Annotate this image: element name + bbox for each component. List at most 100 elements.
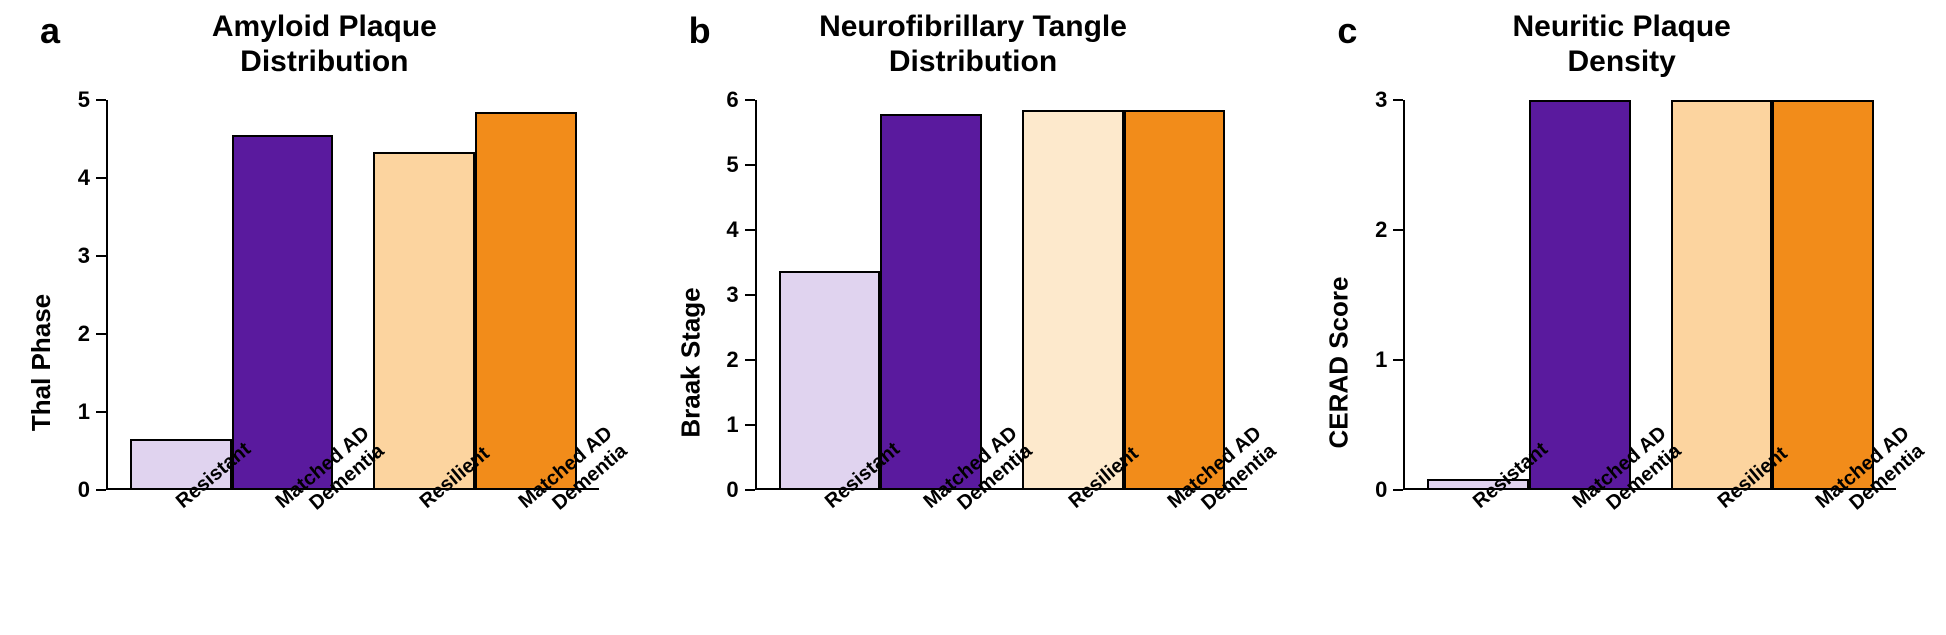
panel-header: c Neuritic Plaque Density <box>1317 10 1926 100</box>
y-axis-label: Thal Phase <box>27 294 58 431</box>
chart-row: CERAD Score0123ResistantMatched AD Demen… <box>1317 100 1926 625</box>
panel-c: cNeuritic Plaque DensityCERAD Score0123R… <box>1317 10 1926 625</box>
y-tick-label: 2 <box>726 347 744 373</box>
x-label-group: ResistantMatched AD Dementia <box>130 490 333 625</box>
y-tick: 2 <box>713 347 755 373</box>
y-tick-label: 2 <box>78 321 96 347</box>
y-tick-label: 2 <box>1375 217 1393 243</box>
x-label-slot: Matched AD Dementia <box>232 490 334 625</box>
group-gap <box>1631 490 1671 625</box>
x-label-slot: Resistant <box>130 490 232 625</box>
plot-column: 0123456ResistantMatched AD DementiaResil… <box>713 100 1278 625</box>
figure-container: aAmyloid Plaque DistributionThal Phase01… <box>0 0 1946 635</box>
y-tick-label: 1 <box>726 412 744 438</box>
y-tick: 6 <box>713 87 755 113</box>
y-tick: 5 <box>64 87 106 113</box>
y-tick: 3 <box>1361 87 1403 113</box>
y-tick-mark <box>96 177 106 179</box>
x-labels-row: ResistantMatched AD DementiaResilientMat… <box>1361 490 1896 625</box>
plot-area: 0123456 <box>713 100 1248 490</box>
x-label-slot: Resistant <box>1427 490 1529 625</box>
bar-group <box>130 100 333 488</box>
panel-letter: b <box>689 10 711 52</box>
y-tick-mark <box>745 164 755 166</box>
x-label-slot: Matched AD Dementia <box>1124 490 1226 625</box>
x-label-group: ResistantMatched AD Dementia <box>779 490 982 625</box>
y-tick-mark <box>1393 99 1403 101</box>
y-axis-label: Braak Stage <box>675 287 706 437</box>
panel-a: aAmyloid Plaque DistributionThal Phase01… <box>20 10 629 625</box>
bar <box>1022 110 1124 488</box>
panel-title: Neuritic Plaque Density <box>1512 10 1730 79</box>
x-label-slot: Matched AD Dementia <box>1772 490 1874 625</box>
x-label-slot: Resilient <box>1022 490 1124 625</box>
y-tick: 1 <box>713 412 755 438</box>
bar-group <box>779 100 982 488</box>
plot-area: 012345 <box>64 100 599 490</box>
x-labels-row: ResistantMatched AD DementiaResilientMat… <box>64 490 599 625</box>
y-tick-label: 6 <box>726 87 744 113</box>
group-gap <box>982 490 1022 625</box>
y-tick-label: 1 <box>78 399 96 425</box>
y-tick-label: 4 <box>78 165 96 191</box>
x-label-group: ResilientMatched AD Dementia <box>373 490 576 625</box>
y-tick-mark <box>96 99 106 101</box>
panel-title: Amyloid Plaque Distribution <box>212 10 437 79</box>
ylabel-column: CERAD Score <box>1317 100 1361 625</box>
chart-row: Thal Phase012345ResistantMatched AD Deme… <box>20 100 629 625</box>
panel-letter: a <box>40 10 60 52</box>
y-tick: 4 <box>64 165 106 191</box>
y-tick-label: 1 <box>1375 347 1393 373</box>
plot-column: 0123ResistantMatched AD DementiaResilien… <box>1361 100 1926 625</box>
bar <box>1124 110 1226 488</box>
x-label-group: ResilientMatched AD Dementia <box>1671 490 1874 625</box>
bar-group <box>1022 100 1225 488</box>
y-tick: 1 <box>1361 347 1403 373</box>
x-label-group: ResistantMatched AD Dementia <box>1427 490 1630 625</box>
y-tick-mark <box>745 229 755 231</box>
y-tick: 3 <box>713 282 755 308</box>
y-tick-mark <box>745 294 755 296</box>
panel-title: Neurofibrillary Tangle Distribution <box>819 10 1127 79</box>
bar-group <box>373 100 576 488</box>
ylabel-column: Braak Stage <box>669 100 713 625</box>
x-labels-row: ResistantMatched AD DementiaResilientMat… <box>713 490 1248 625</box>
y-tick: 5 <box>713 152 755 178</box>
panel-header: b Neurofibrillary Tangle Distribution <box>669 10 1278 100</box>
bar <box>1671 100 1773 488</box>
y-tick-label: 5 <box>78 87 96 113</box>
bar <box>1529 100 1631 488</box>
panel-header: a Amyloid Plaque Distribution <box>20 10 629 100</box>
y-tick-label: 3 <box>726 282 744 308</box>
y-tick-mark <box>1393 359 1403 361</box>
y-axis-label: CERAD Score <box>1324 277 1355 449</box>
x-label-group: ResilientMatched AD Dementia <box>1022 490 1225 625</box>
y-tick: 2 <box>1361 217 1403 243</box>
x-label-slot: Matched AD Dementia <box>880 490 982 625</box>
bar <box>475 112 577 488</box>
bar <box>1772 100 1874 488</box>
y-tick-mark <box>96 411 106 413</box>
chart-row: Braak Stage0123456ResistantMatched AD De… <box>669 100 1278 625</box>
y-tick-label: 3 <box>78 243 96 269</box>
x-label-slot: Matched AD Dementia <box>1529 490 1631 625</box>
x-label-slot: Resistant <box>779 490 881 625</box>
y-tick-label: 3 <box>1375 87 1393 113</box>
panel-b: b Neurofibrillary Tangle Distribution Braa… <box>669 10 1278 625</box>
plot-area: 0123 <box>1361 100 1896 490</box>
y-tick-mark <box>745 424 755 426</box>
bar <box>232 135 334 488</box>
x-label-slot: Resilient <box>373 490 475 625</box>
y-tick: 1 <box>64 399 106 425</box>
y-tick-mark <box>96 333 106 335</box>
y-tick: 2 <box>64 321 106 347</box>
y-tick-mark <box>1393 229 1403 231</box>
x-labels-region: ResistantMatched AD DementiaResilientMat… <box>1405 490 1896 625</box>
y-tick-mark <box>745 359 755 361</box>
bar-group <box>1671 100 1874 488</box>
y-tick: 4 <box>713 217 755 243</box>
panel-letter: c <box>1337 10 1357 52</box>
x-labels-region: ResistantMatched AD DementiaResilientMat… <box>757 490 1248 625</box>
ylabel-column: Thal Phase <box>20 100 64 625</box>
y-tick: 3 <box>64 243 106 269</box>
